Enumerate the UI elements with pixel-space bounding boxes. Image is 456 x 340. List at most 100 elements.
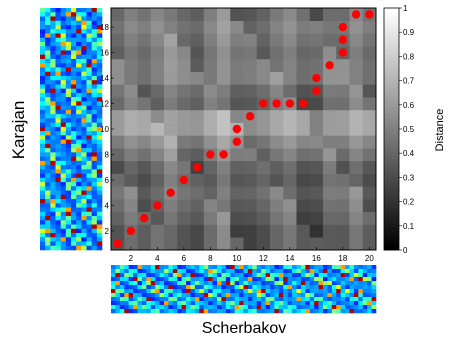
heatmap-cell — [137, 71, 152, 85]
feature-cell — [65, 224, 72, 230]
heatmap-cell — [323, 224, 337, 238]
feature-cell — [111, 269, 116, 274]
heatmap-cell — [203, 84, 218, 98]
feature-cell — [296, 289, 302, 294]
heatmap-cell — [124, 148, 138, 162]
heatmap-cell — [124, 199, 138, 213]
feature-cell — [96, 220, 103, 225]
heatmap-cell — [164, 46, 178, 60]
feature-cell — [50, 71, 56, 77]
feature-cell — [40, 50, 46, 56]
feature-cell — [71, 8, 77, 13]
heatmap-cell — [164, 148, 178, 162]
feature-cell — [76, 16, 82, 22]
feature-cell — [300, 273, 306, 278]
feature-cell — [234, 269, 240, 274]
feature-cell — [331, 285, 337, 290]
feature-cell — [91, 29, 98, 34]
feature-cell — [60, 165, 67, 170]
feature-cell — [323, 293, 328, 298]
feature-cell — [133, 297, 138, 302]
feature-cell — [91, 101, 98, 106]
x-axis-label: Scherbakov — [202, 320, 287, 337]
feature-cell — [270, 277, 275, 282]
colorbar-segment — [384, 102, 399, 107]
feature-cell — [71, 114, 77, 119]
colorbar-segment — [384, 79, 399, 85]
feature-cell — [168, 265, 174, 270]
heatmap-cell — [164, 97, 178, 111]
feature-cell — [60, 46, 67, 51]
feature-cell — [81, 131, 87, 136]
feature-cell — [65, 41, 72, 47]
feature-cell — [181, 277, 187, 282]
feature-cell — [362, 273, 368, 278]
y-tick-label: 10 — [100, 125, 109, 134]
feature-cell — [86, 216, 92, 221]
feature-cell — [124, 285, 129, 290]
feature-cell — [71, 211, 77, 217]
path-point — [219, 150, 228, 159]
feature-cell — [349, 265, 355, 270]
heatmap-cell — [124, 109, 138, 123]
feature-cell — [327, 309, 333, 314]
feature-cell — [86, 211, 92, 217]
feature-cell — [86, 16, 92, 22]
path-point — [338, 48, 348, 57]
feature-cell — [331, 273, 337, 278]
heatmap-cell — [111, 199, 125, 213]
feature-cell — [81, 211, 87, 217]
feature-cell — [86, 220, 92, 225]
colorbar-segment — [384, 140, 399, 145]
feature-cell — [146, 309, 152, 314]
heatmap-cell — [217, 58, 231, 72]
feature-cell — [45, 80, 51, 85]
feature-cell — [300, 305, 306, 310]
feature-cell — [65, 75, 72, 81]
heatmap-cell — [283, 122, 297, 136]
feature-cell — [86, 143, 92, 149]
feature-cell — [55, 160, 61, 166]
feature-cell — [76, 233, 82, 238]
path-point — [153, 201, 162, 210]
feature-cell — [76, 135, 82, 140]
feature-cell — [71, 67, 77, 72]
feature-cell — [91, 156, 98, 162]
feature-cell — [146, 273, 152, 278]
heatmap-cell — [323, 135, 337, 149]
feature-cell — [287, 309, 293, 314]
feature-cell — [283, 273, 288, 278]
feature-cell — [323, 309, 328, 314]
feature-cell — [86, 105, 92, 111]
heatmap-cell — [150, 186, 165, 200]
feature-cell — [45, 131, 51, 136]
feature-cell — [300, 269, 306, 274]
feature-cell — [274, 269, 280, 274]
feature-cell — [81, 173, 87, 179]
feature-cell — [96, 105, 103, 111]
feature-cell — [91, 169, 98, 174]
feature-cell — [221, 297, 227, 302]
feature-cell — [243, 285, 249, 290]
feature-cell — [96, 80, 103, 85]
colorbar-segment — [384, 223, 399, 228]
feature-cell — [55, 20, 61, 26]
colorbar-segment — [384, 219, 399, 224]
heatmap-cell — [177, 199, 191, 213]
feature-cell — [81, 8, 87, 13]
y-tick-label: 4 — [105, 201, 110, 210]
feature-cell — [283, 305, 288, 310]
heatmap-cell — [190, 84, 205, 98]
feature-cell — [292, 277, 297, 282]
colorbar-segment — [384, 38, 399, 43]
feature-cell — [336, 293, 341, 298]
feature-cell — [314, 297, 319, 302]
colorbar-segment — [384, 227, 399, 232]
feature-cell — [208, 293, 213, 298]
feature-cell — [65, 67, 72, 72]
feature-cell — [55, 58, 61, 64]
heatmap-cell — [283, 237, 297, 251]
heatmap-cell — [270, 173, 284, 187]
feature-cell — [71, 169, 77, 174]
feature-cell — [212, 281, 218, 286]
